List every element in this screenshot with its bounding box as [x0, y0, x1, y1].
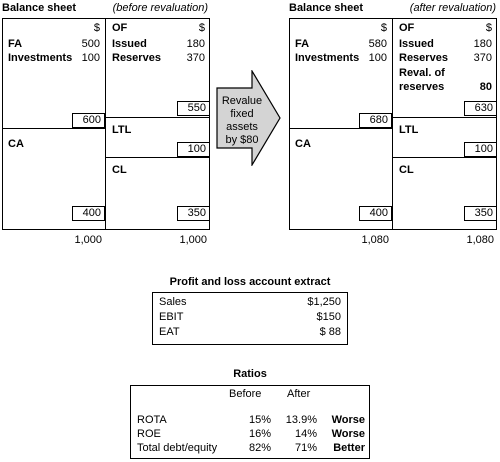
right-fixed-total-box: 680 — [359, 113, 392, 128]
ratios-header-before: Before — [229, 388, 262, 400]
right-sheet-note: (after revaluation) — [409, 2, 496, 14]
right-of-total-box: 630 — [464, 101, 497, 116]
left-reserves-value: 370 — [186, 52, 205, 64]
right-assets-currency: $ — [380, 22, 387, 34]
ratio-after: 14% — [294, 428, 317, 440]
right-reval-label-line1: Reval. of — [399, 67, 445, 79]
left-sheet-frame — [2, 18, 210, 230]
right-liab-grand-total: 1,080 — [466, 234, 494, 246]
left-fixed-ca-divider — [2, 128, 105, 129]
ratio-before: 82% — [248, 442, 271, 454]
left-investments-value: 100 — [81, 52, 100, 64]
right-fa-value: 580 — [368, 38, 387, 50]
right-of-ltl-divider — [392, 117, 497, 118]
right-fa-label: FA — [295, 38, 310, 50]
arrow-caption-line: Revalue — [221, 95, 263, 107]
right-ca-total-box: 400 — [359, 206, 392, 221]
ratio-verdict: Worse — [331, 414, 365, 426]
arrow-shape — [216, 70, 281, 166]
ratio-verdict: Worse — [331, 428, 365, 440]
arrow-caption-line: assets — [226, 121, 258, 133]
left-sheet-divider — [105, 18, 106, 230]
left-liab-grand-total: 1,000 — [179, 234, 207, 246]
right-sheet-frame — [289, 18, 497, 230]
right-issued-label: Issued — [399, 38, 434, 50]
right-sheet-title: Balance sheet — [289, 2, 363, 14]
ratio-after: 71% — [294, 442, 317, 454]
right-issued-value: 180 — [473, 38, 492, 50]
ratio-before: 15% — [248, 414, 271, 426]
left-ltl-cl-divider — [105, 157, 210, 158]
arrow-caption-line: by $80 — [225, 134, 259, 146]
arrow-caption-line: fixed — [230, 108, 254, 120]
ratio-label: Total debt/equity — [137, 442, 218, 454]
right-reserves-label: Reserves — [399, 52, 448, 64]
pl-table: Sales $1,250 EBIT $150 EAT $ 88 — [152, 292, 348, 345]
left-of-ltl-divider — [105, 117, 210, 118]
left-issued-label: Issued — [112, 38, 147, 50]
ratios-header-after: After — [287, 388, 311, 400]
left-fa-value: 500 — [81, 38, 100, 50]
left-fixed-total-box: 600 — [72, 113, 105, 128]
ratio-verdict: Better — [333, 442, 365, 454]
right-of-label: OF — [399, 22, 415, 34]
left-investments-label: Investments — [8, 52, 73, 64]
left-sheet-note: (before revaluation) — [112, 2, 208, 14]
right-sheet-divider — [392, 18, 393, 230]
left-ltl-total-box: 100 — [177, 142, 210, 157]
left-fa-label: FA — [8, 38, 23, 50]
ratio-label: ROE — [137, 428, 161, 440]
right-reval-value: 80 — [479, 81, 492, 93]
right-assets-grand-total: 1,080 — [361, 234, 389, 246]
right-ltl-total-box: 100 — [464, 142, 497, 157]
left-of-total-box: 550 — [177, 101, 210, 116]
ratio-before: 16% — [248, 428, 271, 440]
ratio-after: 13.9% — [285, 414, 317, 426]
left-issued-value: 180 — [186, 38, 205, 50]
pl-row-value: $150 — [316, 311, 341, 323]
left-liab-currency: $ — [198, 22, 205, 34]
left-cl-total-box: 350 — [177, 206, 210, 221]
right-cl-total-box: 350 — [464, 206, 497, 221]
pl-row-label: Sales — [159, 296, 187, 308]
pl-row-value: $ 88 — [319, 326, 341, 338]
ratios-table: Before After ROTA 15% 13.9% Worse ROE 16… — [130, 385, 370, 459]
left-reserves-label: Reserves — [112, 52, 161, 64]
pl-row-label: EBIT — [159, 311, 184, 323]
left-of-label: OF — [112, 22, 128, 34]
ratios-title: Ratios — [233, 368, 267, 380]
left-ca-label: CA — [8, 138, 24, 150]
arrow-caption: Revalue fixed assets by $80 — [216, 95, 268, 147]
right-ltl-label: LTL — [399, 124, 419, 136]
left-ltl-label: LTL — [112, 124, 132, 136]
left-ca-total-box: 400 — [72, 206, 105, 221]
ratio-label: ROTA — [137, 414, 167, 426]
right-cl-label: CL — [399, 164, 414, 176]
right-reserves-value: 370 — [473, 52, 492, 64]
left-sheet-title: Balance sheet — [2, 2, 76, 14]
left-assets-grand-total: 1,000 — [74, 234, 102, 246]
right-liab-currency: $ — [485, 22, 492, 34]
left-assets-currency: $ — [93, 22, 100, 34]
pl-row-label: EAT — [159, 326, 180, 338]
right-reval-label-line2: reserves — [399, 81, 445, 93]
right-fixed-ca-divider — [289, 128, 392, 129]
right-investments-value: 100 — [368, 52, 387, 64]
right-ca-label: CA — [295, 138, 311, 150]
left-cl-label: CL — [112, 164, 127, 176]
pl-row-value: $1,250 — [307, 296, 341, 308]
right-ltl-cl-divider — [392, 157, 497, 158]
pl-title: Profit and loss account extract — [169, 276, 331, 288]
right-investments-label: Investments — [295, 52, 360, 64]
